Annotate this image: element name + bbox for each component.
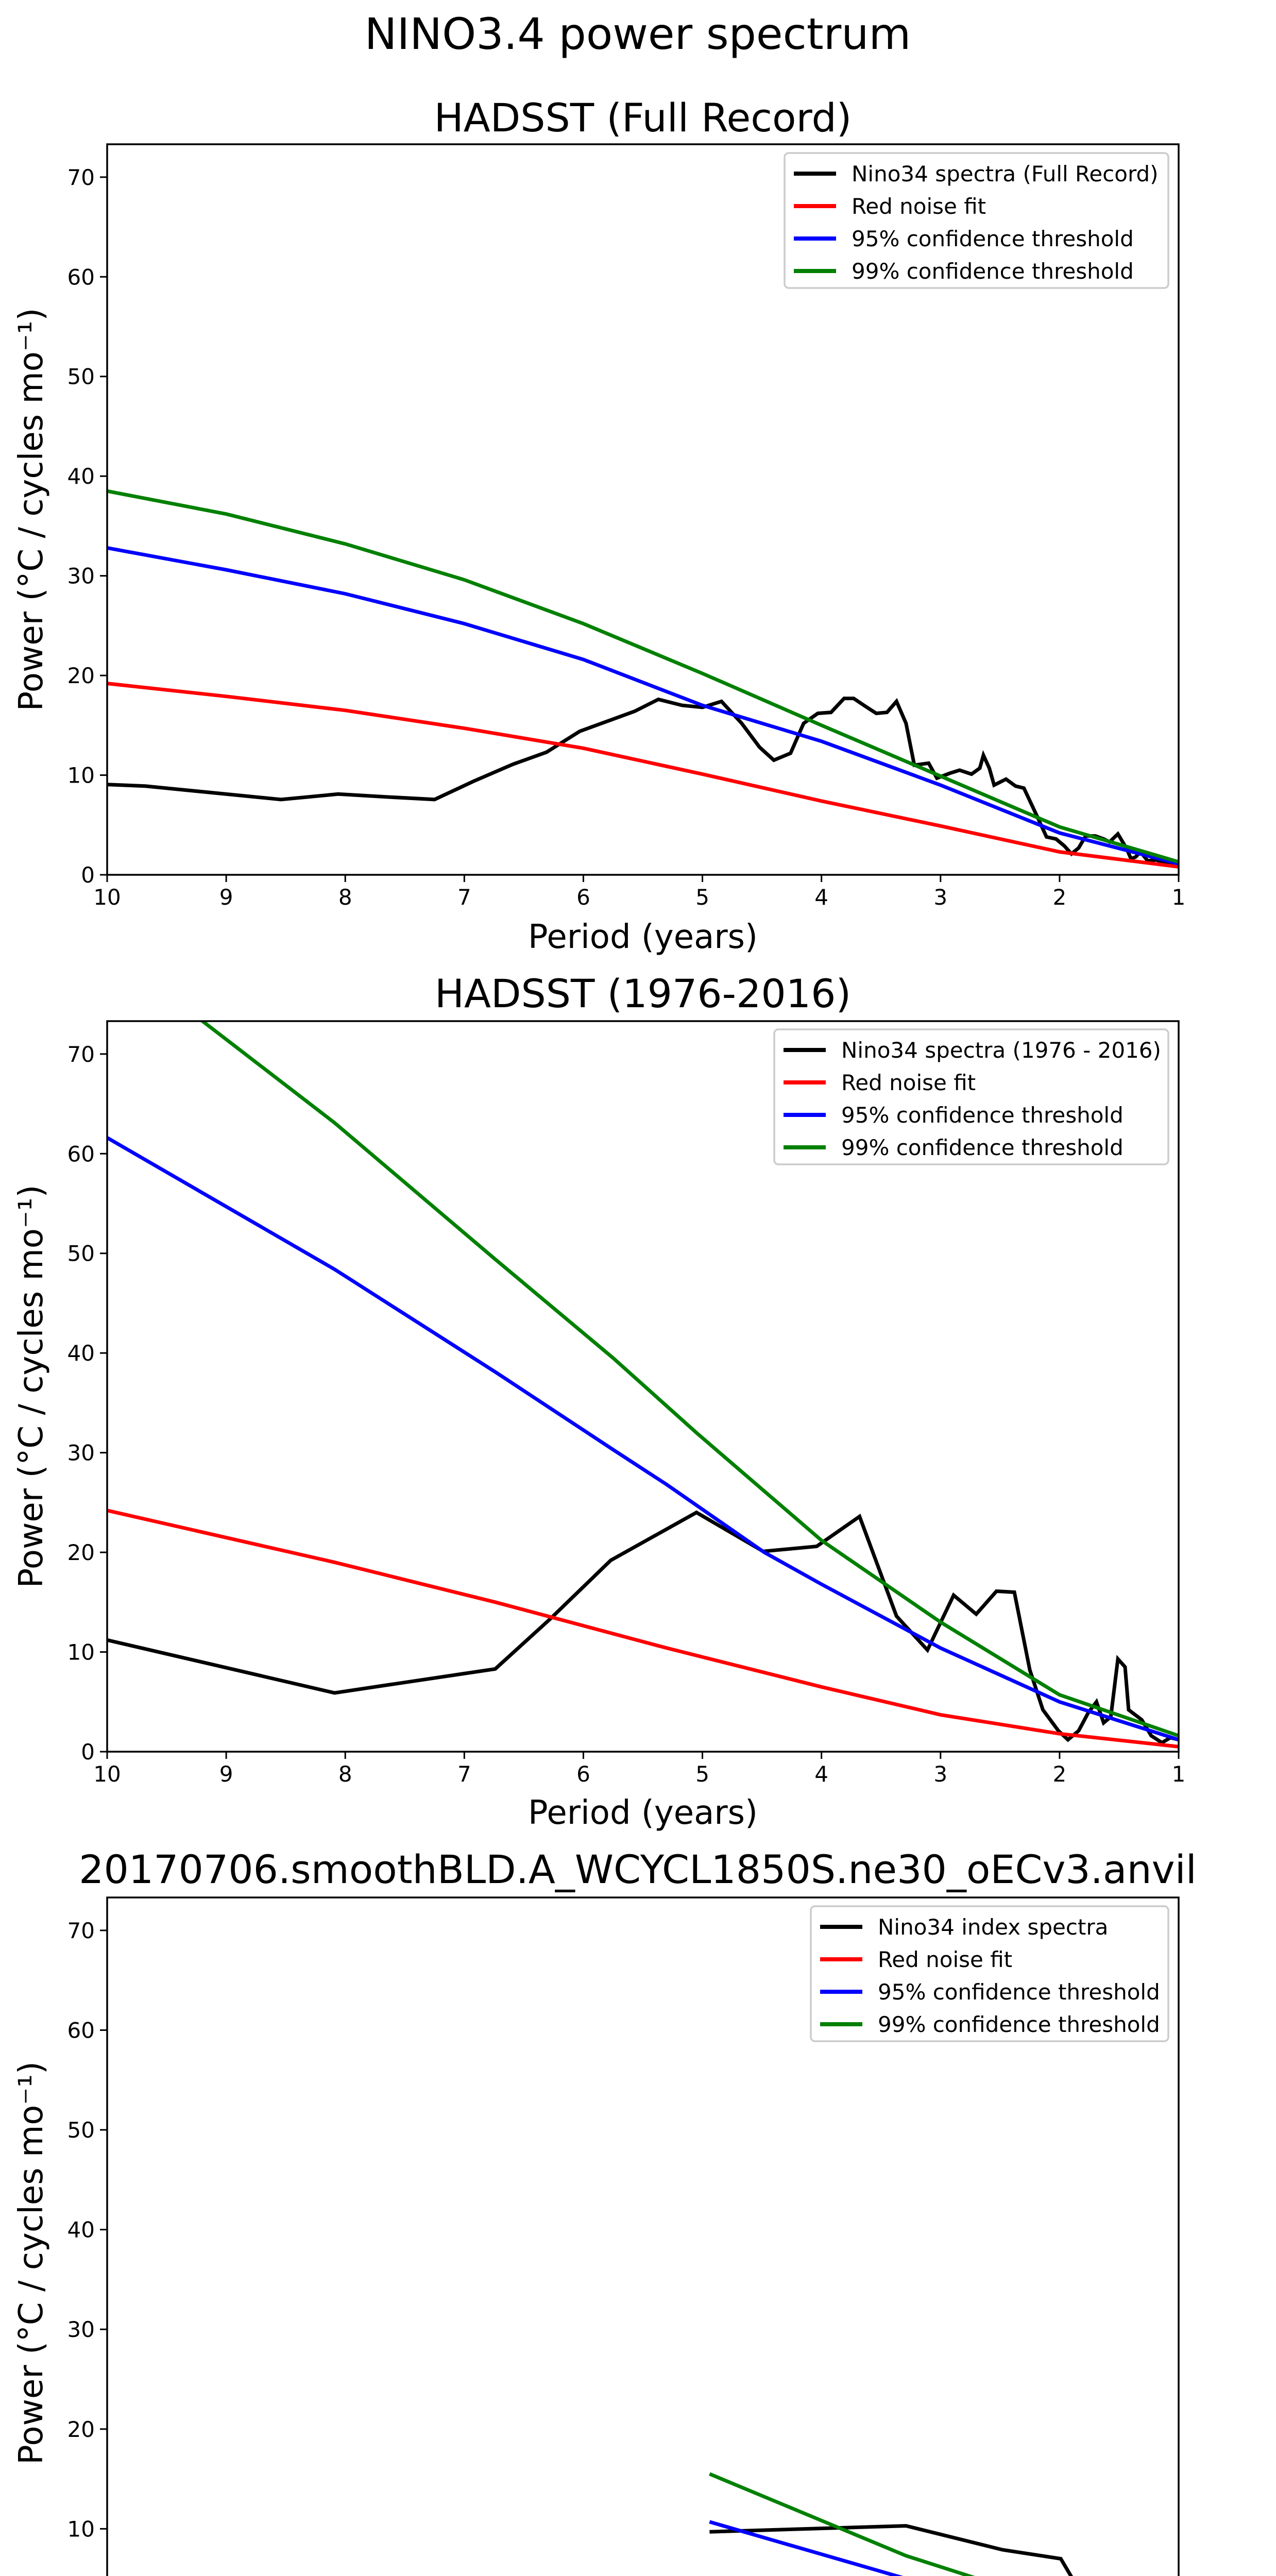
legend-label: 95% confidence threshold xyxy=(841,1103,1124,1128)
x-tick-label: 5 xyxy=(695,885,709,910)
series-line-95-confidence-threshold xyxy=(107,546,1179,866)
series-group xyxy=(107,1021,1179,1749)
y-tick-label: 40 xyxy=(67,1341,95,1366)
y-tick-label: 10 xyxy=(67,1640,95,1665)
legend: Nino34 spectra (1976 - 2016) Red noise fi… xyxy=(773,1028,1169,1165)
y-tick-label: 0 xyxy=(81,1739,95,1765)
x-tick-label: 4 xyxy=(814,1761,828,1787)
x-tick-label: 10 xyxy=(93,1761,121,1787)
legend-box xyxy=(784,152,1169,289)
x-tick-label: 7 xyxy=(457,885,471,910)
y-tick-label: 60 xyxy=(67,264,95,290)
y-tick-label: 20 xyxy=(67,663,95,688)
x-tick-label: 6 xyxy=(576,1761,590,1787)
x-tick-label: 8 xyxy=(338,885,352,910)
x-tick-label: 2 xyxy=(1053,885,1067,910)
x-tick-label: 3 xyxy=(933,885,947,910)
legend-label: 99% confidence threshold xyxy=(841,1135,1124,1160)
legend-label: 99% confidence threshold xyxy=(852,259,1134,284)
y-axis-label: Power (°C / cycles mo⁻¹) xyxy=(12,2061,50,2465)
y-axis-label: Power (°C / cycles mo⁻¹) xyxy=(12,308,50,711)
x-axis-label: Period (years) xyxy=(528,1794,758,1832)
legend-box xyxy=(810,1905,1169,2042)
legend: Nino34 index spectra Red noise fit 95% con… xyxy=(810,1905,1169,2042)
y-tick-label: 50 xyxy=(67,2117,95,2143)
x-axis-label: Period (years) xyxy=(528,918,758,956)
axes-frame xyxy=(106,143,1180,876)
x-tick-label: 10 xyxy=(93,885,121,910)
x-tick-label: 3 xyxy=(933,1761,947,1787)
y-tick-label: 70 xyxy=(67,165,95,190)
subplot-title: HADSST (Full Record) xyxy=(434,95,852,141)
legend-label: Red noise fit xyxy=(852,194,986,219)
subplot-3: 20170706.smoothBLD.A_WCYCL1850S.ne30_oEC… xyxy=(12,1846,1197,2576)
subplot-2: HADSST (1976-2016)10 9 8 7 6 5 4 3 2 101020304050… xyxy=(12,971,1185,1832)
y-tick-label: 10 xyxy=(67,763,95,788)
x-tick-label: 4 xyxy=(814,885,828,910)
y-tick-label: 10 xyxy=(67,2516,95,2541)
y-tick-label: 70 xyxy=(67,1918,95,1943)
series-line-99-confidence-threshold xyxy=(200,1021,1179,1738)
series-line-nino34-spectra-full-record xyxy=(107,697,1179,866)
y-tick-label: 70 xyxy=(67,1042,95,1067)
x-tick-label: 1 xyxy=(1172,885,1186,910)
legend-label: Red noise fit xyxy=(841,1070,976,1095)
x-tick-label: 1 xyxy=(1172,1761,1186,1787)
series-line-95-confidence-threshold xyxy=(107,1136,1179,1742)
legend-label: Nino34 spectra (1976 - 2016) xyxy=(841,1038,1161,1063)
y-tick-label: 20 xyxy=(67,1540,95,1565)
x-tick-label: 2 xyxy=(1053,1761,1067,1787)
legend: Nino34 spectra (Full Record) Red noise fi… xyxy=(784,152,1169,289)
series-line-99-confidence-threshold xyxy=(709,2472,975,2576)
series-group xyxy=(107,489,1179,869)
y-tick-label: 0 xyxy=(81,862,95,888)
x-tick-label: 6 xyxy=(576,885,590,910)
y-tick-label: 40 xyxy=(67,2217,95,2243)
legend-label: Nino34 index spectra xyxy=(878,1914,1108,1940)
legend-box xyxy=(773,1028,1169,1165)
y-tick-label: 60 xyxy=(67,2018,95,2043)
subplot-1: HADSST (Full Record)10 9 8 7 6 5 4 3 2 1010203040… xyxy=(12,95,1185,956)
series-line-nino34-index-spectra xyxy=(709,2524,1073,2576)
y-tick-label: 50 xyxy=(67,1241,95,1266)
y-tick-label: 30 xyxy=(67,2317,95,2342)
x-tick-label: 5 xyxy=(695,1761,709,1787)
subplot-title: HADSST (1976-2016) xyxy=(435,971,851,1016)
legend-label: 95% confidence threshold xyxy=(878,1979,1160,2005)
x-tick-label: 9 xyxy=(219,885,233,910)
y-tick-label: 40 xyxy=(67,464,95,489)
y-tick-label: 60 xyxy=(67,1141,95,1166)
series-line-95-confidence-threshold xyxy=(709,2520,904,2576)
subplot-title: 20170706.smoothBLD.A_WCYCL1850S.ne30_oEC… xyxy=(79,1846,1197,1892)
series-line-red-noise-fit xyxy=(107,682,1179,869)
legend-label: Red noise fit xyxy=(878,1947,1012,1972)
y-tick-label: 30 xyxy=(67,564,95,589)
x-tick-label: 7 xyxy=(457,1761,471,1787)
legend-label: 95% confidence threshold xyxy=(852,226,1134,251)
x-tick-label: 9 xyxy=(219,1761,233,1787)
series-line-red-noise-fit xyxy=(107,1509,1179,1749)
axes-frame xyxy=(106,1896,1180,2576)
axes-frame xyxy=(106,1020,1180,1753)
legend-label: 99% confidence threshold xyxy=(878,2012,1160,2037)
legend-label: Nino34 spectra (Full Record) xyxy=(852,161,1159,187)
figure-title: NINO3.4 power spectrum xyxy=(365,9,911,59)
y-tick-label: 30 xyxy=(67,1440,95,1466)
series-line-99-confidence-threshold xyxy=(107,489,1179,864)
series-group xyxy=(709,2472,1073,2576)
y-axis-label: Power (°C / cycles mo⁻¹) xyxy=(12,1185,50,1588)
y-tick-label: 20 xyxy=(67,2417,95,2442)
y-tick-label: 50 xyxy=(67,364,95,389)
x-tick-label: 8 xyxy=(338,1761,352,1787)
